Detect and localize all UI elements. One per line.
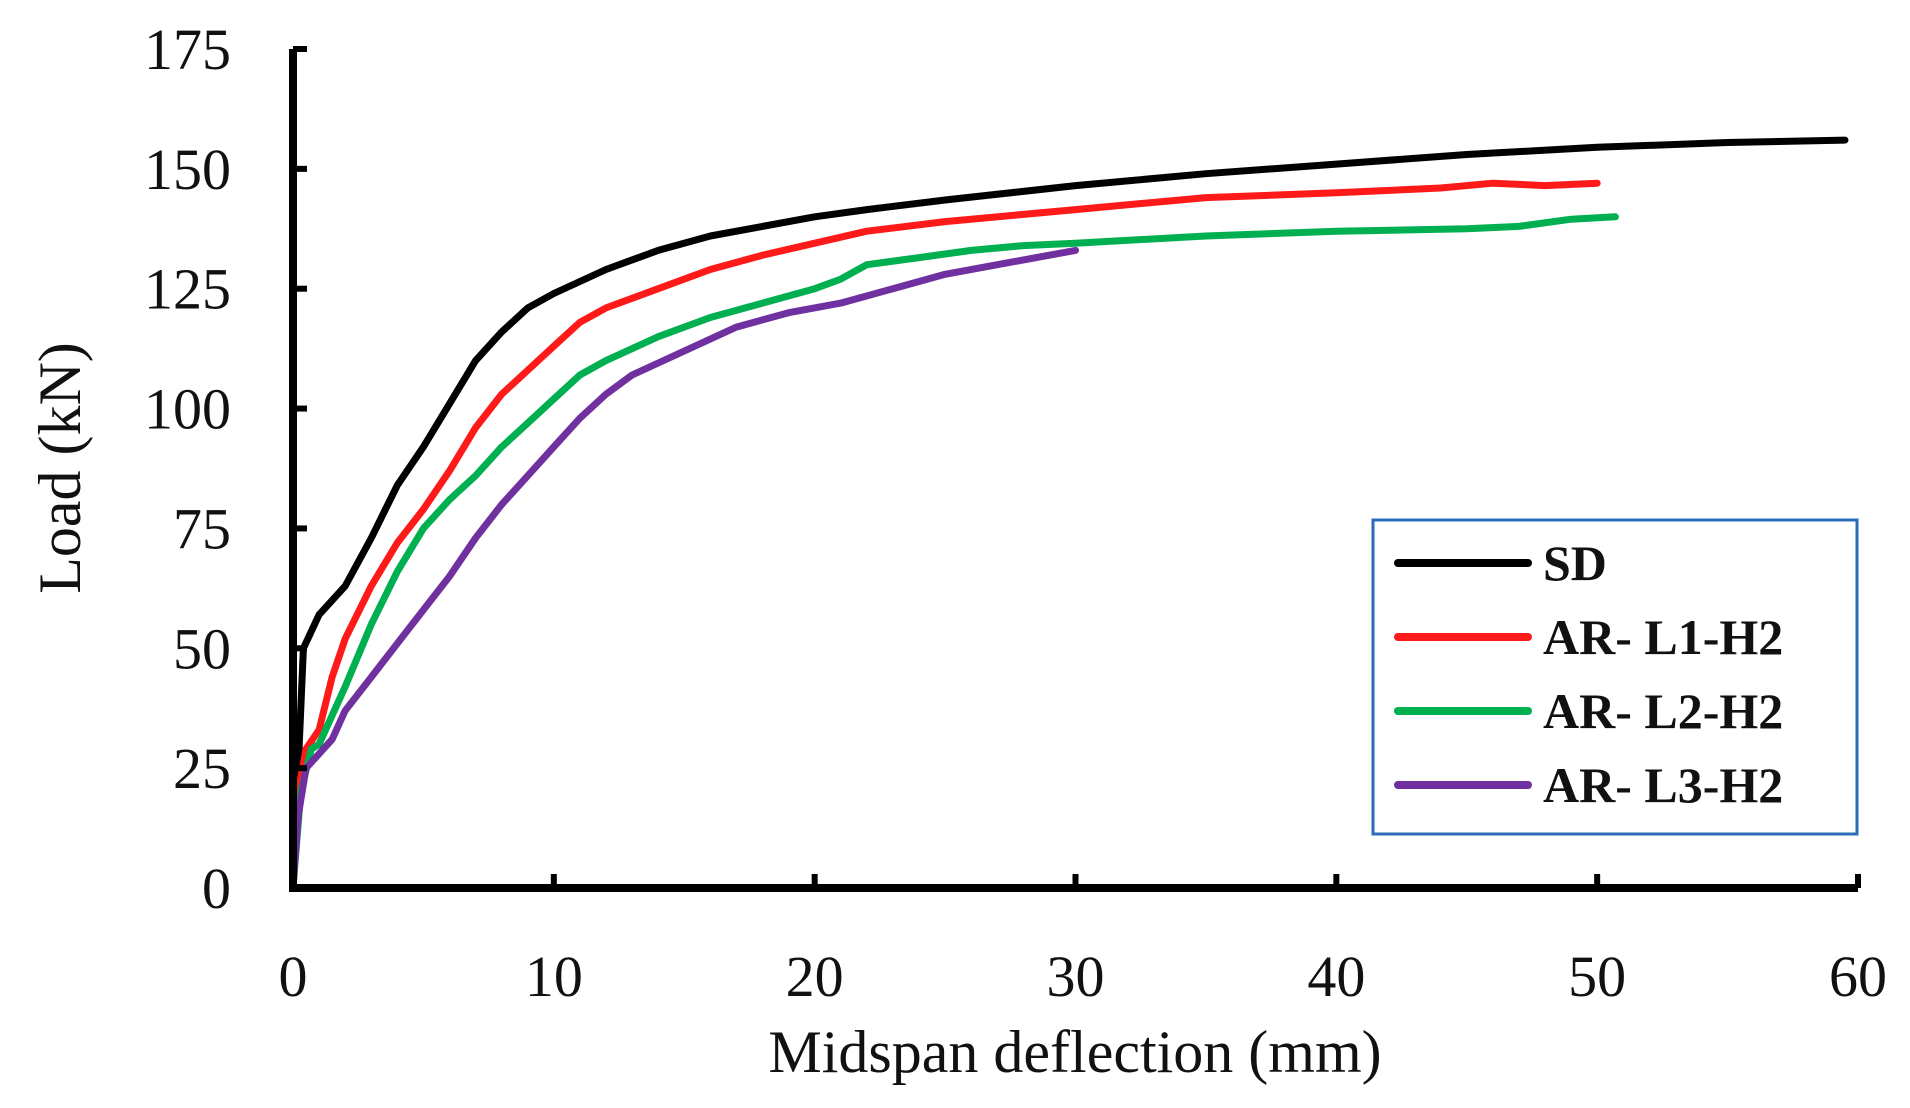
y-tick-label: 25 [173,736,231,801]
y-axis-title: Load (kN) [27,342,93,594]
y-tick-label: 50 [173,616,231,681]
legend-label-2: AR- L2-H2 [1543,683,1783,739]
series-layer [289,136,1849,892]
x-tick-label: 0 [279,944,308,1009]
y-tick-label: 0 [202,856,231,921]
y-ticks: 0 25 50 75 100 125 150 175 [144,17,307,921]
x-tick-label: 40 [1307,944,1365,1009]
x-axis-title: Midspan deflection (mm) [768,1019,1381,1085]
x-tick-label: 20 [786,944,844,1009]
axes-layer: 0 25 50 75 100 125 150 175 0 10 20 30 40 50 60 [144,17,1887,1009]
series-line-1 [289,179,1601,892]
legend-label-1: AR- L1-H2 [1543,609,1783,665]
x-tick-label: 10 [525,944,583,1009]
x-tick-label: 30 [1047,944,1105,1009]
legend-label-3: AR- L3-H2 [1543,757,1783,813]
x-tick-label: 60 [1829,944,1887,1009]
legend-label-0: SD [1543,535,1607,591]
y-tick-label: 150 [144,137,231,202]
legend-items: SD AR- L1-H2 AR- L2-H2 AR- L3-H2 [1394,535,1783,813]
series-line-2 [289,213,1619,892]
y-tick-label: 175 [144,17,231,82]
y-tick-label: 100 [144,377,231,442]
y-tick-label: 125 [144,257,231,322]
series-line-3 [289,246,1079,892]
x-tick-label: 50 [1568,944,1626,1009]
y-tick-label: 75 [173,496,231,561]
x-ticks: 0 10 20 30 40 50 60 [279,874,1887,1009]
legend: SD AR- L1-H2 AR- L2-H2 AR- L3-H2 [1371,518,1859,836]
series-line-0 [289,136,1849,892]
